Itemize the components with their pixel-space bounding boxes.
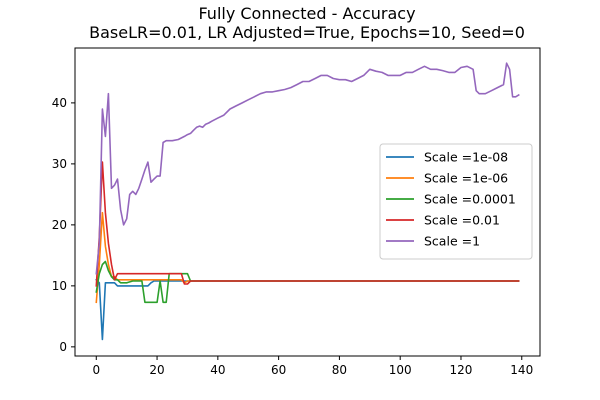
legend: Scale =1e-08 Scale =1e-06 Scale =0.0001 Sca… [379, 143, 533, 260]
x-tick-label: 120 [450, 363, 473, 377]
plot-lines [95, 62, 520, 341]
series-line-3 [95, 161, 520, 287]
x-tick-label: 140 [510, 363, 533, 377]
x-tick-label: 40 [210, 363, 225, 377]
legend-box [379, 143, 533, 260]
x-axis: 0 20 40 60 80 100 120 140 [92, 356, 533, 377]
x-tick-label: 80 [332, 363, 347, 377]
legend-label: Scale =0.0001 [424, 192, 516, 207]
legend-label: Scale =0.01 [424, 213, 500, 228]
y-tick-label: 0 [59, 340, 67, 354]
y-tick-label: 30 [52, 157, 67, 171]
x-tick-label: 60 [271, 363, 286, 377]
legend-label: Scale =1 [424, 234, 480, 249]
y-tick-label: 40 [52, 96, 67, 110]
y-tick-label: 20 [52, 218, 67, 232]
series-line-4 [95, 62, 520, 275]
y-axis: 0 10 20 30 40 [52, 96, 75, 354]
plot-frame [74, 47, 541, 357]
x-tick-label: 20 [149, 363, 164, 377]
series-line-2 [95, 260, 520, 304]
legend-label: Scale =1e-06 [424, 171, 508, 186]
y-tick-label: 10 [52, 279, 67, 293]
x-tick-label: 0 [92, 363, 100, 377]
legend-label: Scale =1e-08 [424, 150, 508, 165]
chart-title: Fully Connected - Accuracy [198, 4, 415, 23]
x-tick-label: 100 [389, 363, 412, 377]
chart-subtitle: BaseLR=0.01, LR Adjusted=True, Epochs=10… [89, 23, 525, 42]
